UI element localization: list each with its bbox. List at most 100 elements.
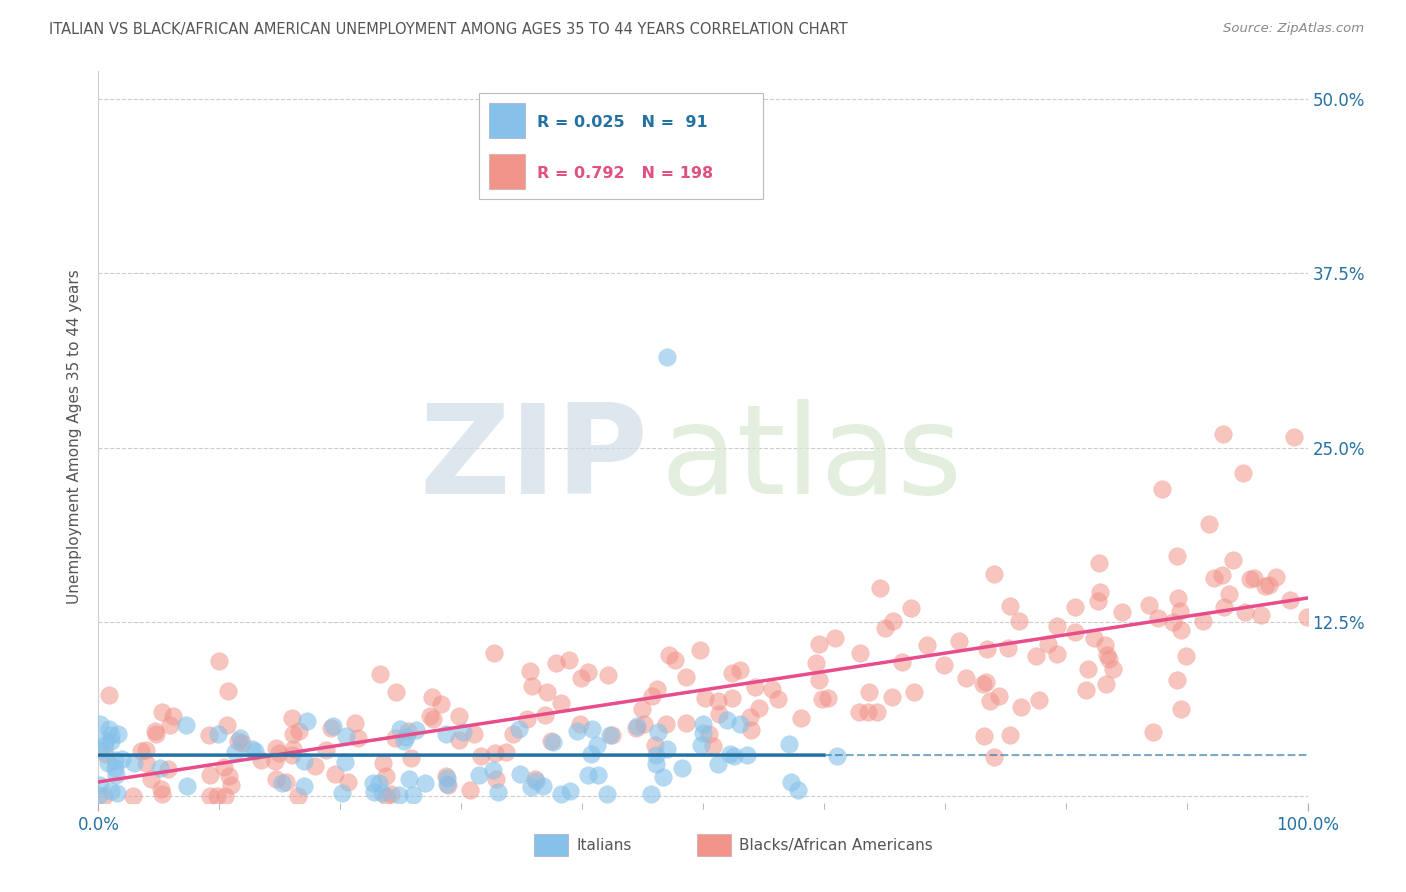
Point	[1212, 426, 1234, 441]
Point	[419, 708, 441, 723]
Point	[509, 767, 531, 781]
Point	[565, 724, 588, 739]
Point	[159, 718, 181, 732]
Point	[766, 692, 789, 706]
Point	[143, 724, 166, 739]
Point	[122, 756, 145, 771]
Point	[707, 694, 730, 708]
Point	[98, 688, 121, 702]
Point	[384, 731, 406, 746]
Point	[778, 737, 800, 751]
Point	[1036, 636, 1059, 650]
Point	[89, 717, 111, 731]
Point	[215, 717, 238, 731]
Point	[692, 716, 714, 731]
Point	[388, 789, 411, 803]
Point	[697, 727, 720, 741]
Point	[586, 739, 609, 753]
Point	[675, 670, 697, 684]
Point	[322, 719, 344, 733]
Point	[470, 749, 492, 764]
Point	[371, 786, 394, 800]
Point	[104, 767, 127, 781]
Point	[806, 656, 828, 670]
Point	[104, 762, 127, 776]
Point	[89, 743, 111, 757]
Point	[1282, 430, 1305, 444]
Point	[1168, 604, 1191, 618]
Point	[1222, 553, 1244, 567]
Point	[534, 707, 557, 722]
Point	[430, 697, 453, 711]
Point	[644, 747, 666, 762]
Point	[281, 747, 304, 762]
Point	[380, 787, 402, 801]
Point	[915, 638, 938, 652]
Point	[716, 713, 738, 727]
Point	[540, 733, 562, 747]
Point	[988, 689, 1011, 703]
Point	[600, 728, 623, 742]
Point	[825, 748, 848, 763]
Point	[869, 581, 891, 595]
Point	[205, 789, 228, 803]
Point	[156, 762, 179, 776]
Point	[150, 782, 173, 797]
Point	[315, 743, 337, 757]
Point	[808, 637, 831, 651]
Point	[581, 747, 603, 761]
Point	[107, 726, 129, 740]
Point	[748, 701, 770, 715]
Point	[89, 778, 111, 792]
Point	[578, 665, 600, 680]
Point	[728, 663, 751, 677]
Point	[702, 739, 724, 753]
Point	[198, 767, 221, 781]
Point	[508, 722, 530, 736]
Point	[150, 788, 173, 802]
Point	[1170, 623, 1192, 637]
Point	[145, 727, 167, 741]
Point	[516, 712, 538, 726]
Point	[900, 600, 922, 615]
Point	[447, 733, 470, 747]
Point	[1258, 578, 1281, 592]
Point	[139, 772, 162, 786]
Point	[531, 779, 554, 793]
Point	[413, 776, 436, 790]
Point	[1243, 571, 1265, 585]
FancyBboxPatch shape	[489, 103, 526, 138]
Point	[1094, 638, 1116, 652]
Point	[1147, 611, 1170, 625]
Point	[718, 747, 741, 762]
Point	[664, 653, 686, 667]
Point	[1064, 600, 1087, 615]
Point	[330, 786, 353, 800]
Point	[706, 756, 728, 771]
Point	[1076, 683, 1098, 698]
Point	[626, 719, 648, 733]
Point	[129, 744, 152, 758]
Point	[695, 690, 717, 705]
Point	[1046, 647, 1069, 661]
Point	[198, 728, 221, 742]
Point	[200, 789, 222, 803]
Point	[671, 761, 693, 775]
Point	[207, 727, 229, 741]
Point	[321, 721, 343, 735]
Point	[283, 726, 305, 740]
Point	[486, 784, 509, 798]
Point	[576, 767, 599, 781]
Y-axis label: Unemployment Among Ages 35 to 44 years: Unemployment Among Ages 35 to 44 years	[67, 269, 83, 605]
Point	[436, 771, 458, 785]
Point	[1234, 606, 1257, 620]
Point	[692, 726, 714, 740]
Point	[631, 702, 654, 716]
Point	[212, 760, 235, 774]
Point	[599, 728, 621, 742]
Point	[111, 752, 134, 766]
Point	[720, 691, 742, 706]
Point	[789, 711, 811, 725]
Point	[451, 725, 474, 739]
Point	[149, 761, 172, 775]
